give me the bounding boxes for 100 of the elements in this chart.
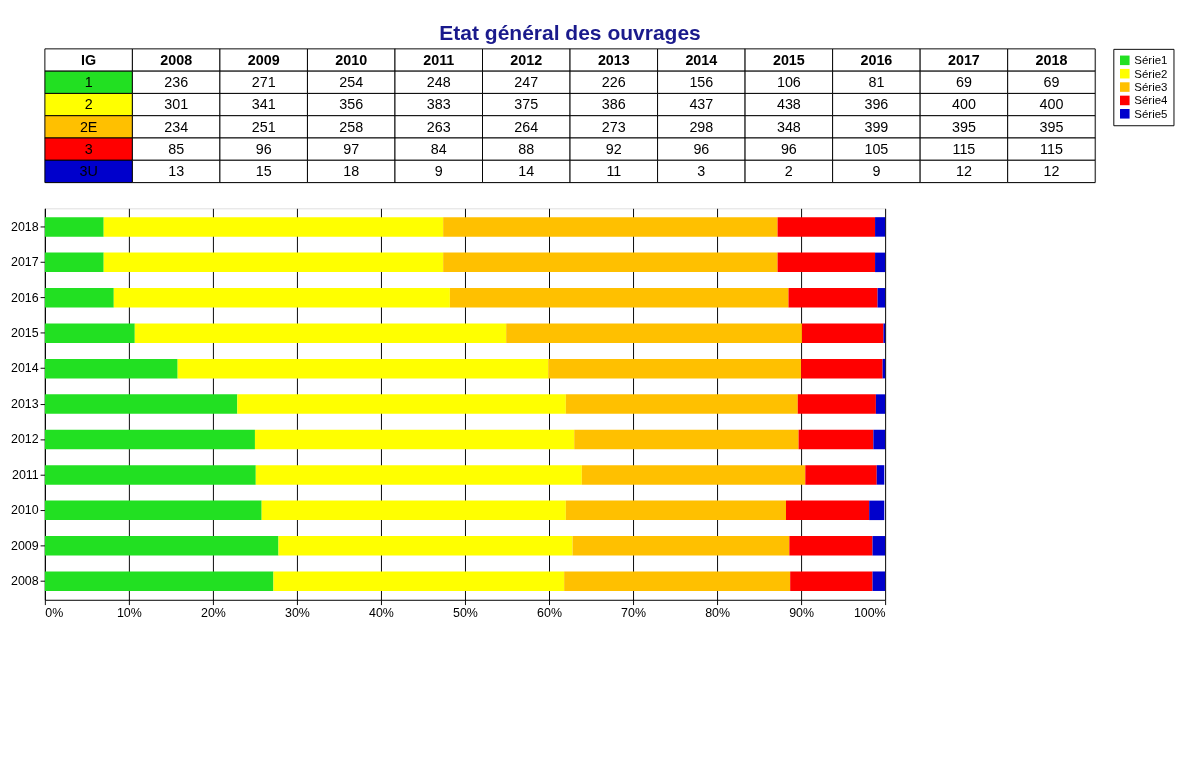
bar — [261, 500, 566, 521]
data-label: 11 — [606, 163, 622, 180]
x-tick-label: 40% — [369, 605, 394, 620]
legend-label: Série4 — [1134, 94, 1169, 107]
data-label: 105 — [864, 140, 889, 157]
bar — [869, 500, 885, 521]
legend-label: Série2 — [1134, 67, 1168, 80]
bar — [443, 217, 778, 237]
y-tick-label: 2010 — [11, 503, 39, 518]
data-label: 84 — [430, 140, 447, 157]
y-tick-label: 2008 — [11, 574, 39, 589]
x-tick-label: 2014 — [685, 51, 718, 68]
data-label: 69 — [1043, 74, 1060, 91]
y-tick-label: 2014 — [11, 361, 39, 376]
data-label: 248 — [426, 74, 451, 91]
x-tick-label: 90% — [789, 605, 815, 620]
y-tick-label: 2013 — [11, 396, 39, 411]
data-label: 13 — [168, 163, 185, 180]
data-label: 96 — [255, 140, 272, 157]
data-label: 18 — [343, 163, 360, 180]
x-tick-label: 2013 — [597, 51, 630, 68]
data-label: 14 — [518, 163, 535, 180]
data-label: 85 — [168, 140, 185, 157]
x-tick-label: 2009 — [247, 51, 280, 68]
x-tick-label: 10% — [116, 605, 142, 620]
data-label: 96 — [693, 140, 710, 157]
bar — [548, 358, 802, 379]
x-tick-label: 2012 — [510, 51, 543, 68]
y-tick-label: 2017 — [11, 255, 39, 270]
data-label: 395 — [1039, 118, 1064, 135]
bar — [790, 571, 873, 591]
y-tick-label: 2 — [84, 96, 93, 113]
data-label: 12 — [955, 163, 972, 180]
x-tick-label: 20% — [200, 605, 226, 620]
data-label: 236 — [164, 74, 189, 91]
data-label: 156 — [689, 74, 714, 91]
bar — [789, 536, 873, 556]
x-tick-label: 70% — [621, 605, 646, 620]
x-tick-label: 50% — [453, 605, 478, 620]
bar — [572, 536, 790, 556]
x-tick-label: 100% — [853, 605, 886, 620]
data-label: 383 — [426, 96, 451, 113]
y-tick-label: 2E — [79, 118, 98, 135]
bar — [875, 252, 886, 273]
data-label: 258 — [339, 118, 364, 135]
y-tick-label: 2012 — [11, 432, 39, 447]
data-label: 97 — [343, 140, 360, 157]
data-label: 400 — [951, 96, 976, 113]
data-label: 106 — [776, 74, 801, 91]
bar — [443, 252, 778, 273]
bar — [134, 323, 507, 343]
bar — [777, 252, 876, 273]
data-label: 2 — [784, 163, 793, 180]
bar — [798, 429, 874, 450]
bar — [113, 288, 450, 308]
bar — [565, 394, 798, 414]
data-label: 9 — [434, 163, 443, 180]
bar — [788, 288, 878, 308]
data-label: 3 — [697, 163, 706, 180]
x-tick-label: 2011 — [423, 51, 455, 68]
data-label: 88 — [518, 140, 535, 157]
y-tick-label: 2018 — [11, 219, 39, 234]
bar — [44, 465, 256, 485]
data-label: 115 — [952, 140, 976, 157]
bar — [103, 252, 444, 273]
bar — [805, 465, 877, 485]
data-label: 396 — [864, 96, 889, 113]
bar — [254, 429, 575, 450]
x-tick-label: 2018 — [1035, 51, 1068, 68]
data-label: 96 — [780, 140, 797, 157]
data-label: 400 — [1039, 96, 1064, 113]
data-label: 263 — [426, 118, 451, 135]
y-tick-label: 2016 — [11, 290, 39, 305]
x-tick-label: 2017 — [947, 51, 980, 68]
y-axis-title: IG — [81, 51, 97, 68]
bar — [44, 429, 255, 450]
bar — [785, 500, 870, 521]
y-tick-label: 3 — [84, 140, 93, 157]
bar — [877, 288, 886, 308]
data-label: 348 — [776, 118, 801, 135]
data-label: 69 — [955, 74, 972, 91]
data-label: 254 — [339, 74, 364, 91]
bar — [44, 288, 114, 308]
bar — [278, 536, 573, 556]
data-label: 301 — [164, 96, 189, 113]
data-label: 92 — [605, 140, 622, 157]
data-label: 226 — [601, 74, 626, 91]
bar — [875, 394, 886, 414]
x-tick-label: 60% — [537, 605, 562, 620]
x-tick-label: 2016 — [860, 51, 893, 68]
bar — [574, 429, 799, 450]
x-tick-label: 2010 — [335, 51, 368, 68]
data-label: 234 — [164, 118, 189, 135]
bar — [801, 323, 884, 343]
bar — [255, 465, 582, 485]
bar — [237, 394, 566, 414]
bar — [777, 217, 876, 237]
y-tick-label: 2015 — [11, 326, 39, 341]
bar — [565, 500, 786, 521]
bar — [44, 394, 238, 414]
